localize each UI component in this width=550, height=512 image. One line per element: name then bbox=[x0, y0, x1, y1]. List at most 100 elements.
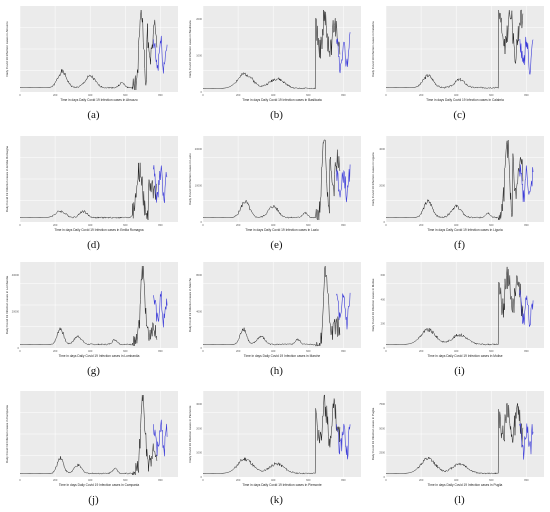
x-tick-label: 600 bbox=[123, 93, 128, 97]
chart-panel: 0 200 400 600 800 0 4000 8000 Time in days Daily… bbox=[185, 256, 368, 383]
x-tick-label: 800 bbox=[341, 478, 346, 482]
chart-panel: 0 200 400 600 800 0 20000 40000 Time in days Dai… bbox=[2, 256, 185, 383]
y-tick-label: 10000 bbox=[195, 183, 203, 187]
x-tick-label: 400 bbox=[271, 223, 276, 227]
x-tick-label: 800 bbox=[524, 478, 529, 482]
line-chart: 0 200 400 600 800 Time in days Daily Covid 19… bbox=[5, 6, 178, 102]
y-axis-label: Daily Covid 19 Infection cases in Campan… bbox=[5, 405, 9, 463]
x-tick-label: 0 bbox=[385, 478, 387, 482]
x-axis-label: Time in days Daily Covid 19 Infection ca… bbox=[428, 483, 503, 487]
y-tick-label: 2000 bbox=[379, 183, 385, 187]
x-tick-label: 0 bbox=[202, 349, 204, 353]
x-axis-label: Time in days Daily Covid 19 Infection ca… bbox=[59, 483, 140, 487]
forecast-series-line bbox=[336, 292, 351, 330]
panel-caption: (b) bbox=[270, 109, 283, 121]
y-axis-label: Daily Covid 19 Infection cases in Basili… bbox=[188, 20, 192, 77]
x-tick-label: 800 bbox=[341, 93, 346, 97]
y-tick-label: 0 bbox=[384, 220, 386, 224]
panel-caption: (d) bbox=[87, 239, 100, 251]
observed-series-line bbox=[386, 266, 524, 346]
forecast-series-line bbox=[519, 289, 534, 327]
chart-panel: 0 200 400 600 800 0 200 400 600 Time in days Dail… bbox=[368, 256, 550, 383]
forecast-series-line bbox=[336, 423, 351, 460]
panel-caption: (j) bbox=[88, 494, 99, 506]
chart-panel: 0 200 400 600 800 0 2000 4000 Time in days Daily… bbox=[368, 130, 550, 257]
forecast-series-line bbox=[153, 165, 168, 203]
x-tick-label: 600 bbox=[306, 349, 311, 353]
x-tick-label: 0 bbox=[202, 478, 204, 482]
x-tick-label: 400 bbox=[88, 478, 93, 482]
y-tick-label: 7500 bbox=[379, 402, 385, 406]
panel-caption: (h) bbox=[270, 365, 283, 377]
x-tick-label: 600 bbox=[306, 223, 311, 227]
y-tick-label: 0 bbox=[384, 346, 386, 350]
y-tick-label: 0 bbox=[201, 346, 203, 350]
x-tick-label: 0 bbox=[385, 223, 387, 227]
forecast-series-line bbox=[336, 32, 351, 74]
y-tick-label: 8000 bbox=[196, 273, 202, 277]
x-tick-label: 200 bbox=[419, 349, 424, 353]
panel-caption: (k) bbox=[270, 494, 283, 506]
observed-series-line bbox=[386, 139, 524, 221]
x-axis-label: Time in days Daily Covid 19 Infection ca… bbox=[427, 228, 503, 232]
panel-caption: (a) bbox=[87, 109, 100, 121]
y-tick-label: 600 bbox=[381, 273, 386, 277]
y-tick-label: 200 bbox=[381, 322, 386, 326]
x-tick-label: 0 bbox=[19, 478, 21, 482]
y-tick-label: 400 bbox=[381, 297, 386, 301]
y-tick-label: 2500 bbox=[379, 451, 385, 455]
x-tick-label: 200 bbox=[53, 223, 58, 227]
x-tick-label: 800 bbox=[524, 93, 529, 97]
x-tick-label: 200 bbox=[53, 349, 58, 353]
x-tick-label: 200 bbox=[236, 349, 241, 353]
x-tick-label: 600 bbox=[489, 93, 494, 97]
x-tick-label: 400 bbox=[454, 349, 459, 353]
x-tick-label: 400 bbox=[271, 93, 276, 97]
y-tick-label: 4000 bbox=[379, 147, 385, 151]
x-tick-label: 800 bbox=[524, 349, 529, 353]
observed-series-line bbox=[386, 9, 524, 89]
x-tick-label: 400 bbox=[454, 478, 459, 482]
forecast-series-line bbox=[519, 36, 534, 75]
x-tick-label: 800 bbox=[158, 93, 163, 97]
panel-caption: (e) bbox=[270, 239, 283, 251]
x-axis-label: Time in days Daily Covid 19 Infection ca… bbox=[426, 98, 504, 102]
y-tick-label: 0 bbox=[384, 475, 386, 479]
observed-series-line bbox=[203, 394, 341, 475]
x-tick-label: 800 bbox=[524, 223, 529, 227]
x-tick-label: 400 bbox=[88, 93, 93, 97]
x-tick-label: 0 bbox=[19, 223, 21, 227]
y-axis-label: Daily Covid 19 Infection cases in Abruzz… bbox=[5, 21, 9, 76]
panel-caption: (l) bbox=[454, 494, 465, 506]
observed-series-line bbox=[20, 162, 158, 221]
x-tick-label: 0 bbox=[19, 93, 21, 97]
x-axis-label: Time in days Daily Covid 19 Infection ca… bbox=[60, 98, 138, 102]
x-tick-label: 400 bbox=[454, 93, 459, 97]
x-tick-label: 600 bbox=[123, 478, 128, 482]
x-axis-label: Time in days Daily Covid 19 Infection ca… bbox=[59, 354, 140, 358]
y-axis-label: Daily Covid 19 Infection cases in Molise bbox=[371, 278, 375, 331]
y-axis-label: Daily Covid 19 Infection cases in Liguri… bbox=[371, 152, 375, 206]
x-tick-label: 800 bbox=[158, 223, 163, 227]
observed-series-line bbox=[20, 9, 158, 91]
observed-series-line bbox=[203, 9, 341, 90]
y-tick-label: 0 bbox=[201, 90, 203, 94]
forecast-series-line bbox=[519, 164, 534, 203]
x-tick-label: 200 bbox=[419, 223, 424, 227]
x-tick-label: 400 bbox=[454, 223, 459, 227]
x-tick-label: 600 bbox=[123, 223, 128, 227]
line-chart: 0 200 400 600 800 Time in days Daily Covid 19… bbox=[371, 6, 544, 102]
x-axis-label: Time in days Daily Covid 19 Infection ca… bbox=[242, 98, 322, 102]
x-tick-label: 600 bbox=[306, 93, 311, 97]
chart-panel: 0 200 400 600 800 Time in days Daily Covid 19… bbox=[2, 0, 185, 127]
chart-panel: 0 200 400 600 800 0 2500 5000 7500 Time in days D… bbox=[368, 385, 550, 512]
panel-caption: (i) bbox=[454, 365, 465, 377]
y-tick-label: 4000 bbox=[196, 309, 202, 313]
x-tick-label: 200 bbox=[419, 478, 424, 482]
chart-panel: 0 200 400 600 800 Time in days Daily Covid 19… bbox=[368, 0, 550, 127]
x-tick-label: 0 bbox=[202, 93, 204, 97]
chart-panel: 0 200 400 600 800 0 10000 20000 Time in days Dai… bbox=[185, 130, 368, 257]
x-tick-label: 800 bbox=[158, 349, 163, 353]
